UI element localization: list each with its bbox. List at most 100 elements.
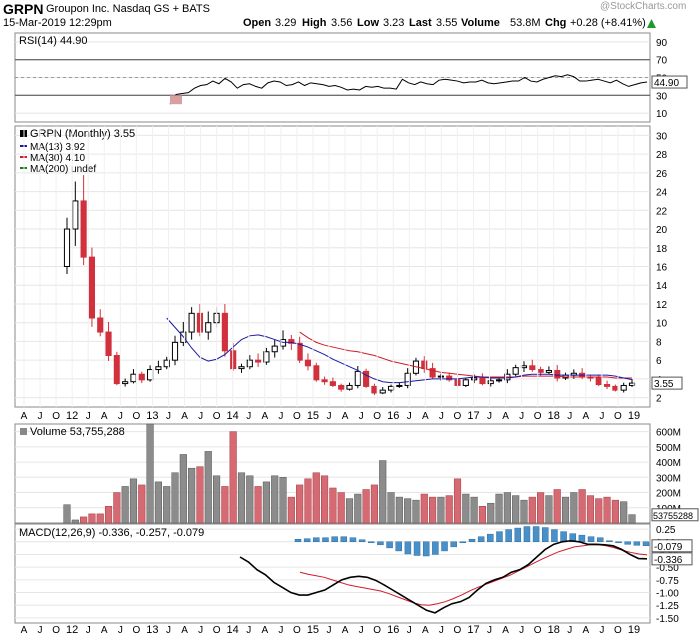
- volume-bar: [370, 484, 378, 524]
- price-tick-label: 8: [656, 337, 662, 348]
- price-candle: [63, 228, 71, 268]
- macd-hist-last-label: -0.079: [654, 542, 683, 553]
- price-candle: [313, 365, 320, 381]
- volume-bar: [487, 502, 495, 524]
- macd-histogram-bar: [542, 527, 549, 543]
- macd-x-label: A: [502, 625, 509, 636]
- price-x-label: J: [278, 411, 283, 422]
- price-candle: [379, 389, 386, 394]
- price-candle: [122, 381, 129, 385]
- price-tick-label: 30: [656, 131, 668, 142]
- volume-bar: [345, 498, 354, 524]
- price-tick-label: 16: [656, 263, 668, 274]
- price-tick-label: 28: [656, 150, 668, 161]
- macd-x-label: J: [246, 625, 251, 636]
- macd-hist-last-box: [651, 539, 693, 553]
- macd-x-label: J: [327, 625, 332, 636]
- price-x-label: J: [359, 411, 364, 422]
- price-x-label: A: [422, 411, 429, 422]
- macd-title: MACD(12,26,9) -0.336, -0.257, -0.079: [19, 527, 204, 539]
- rsi-tick-label: 10: [656, 109, 668, 120]
- macd-x-label: 13: [146, 624, 158, 636]
- volume-bar: [395, 496, 403, 524]
- price-tick-label: 22: [656, 206, 668, 217]
- price-candle: [205, 322, 212, 333]
- macd-histogram-bar: [551, 529, 558, 543]
- macd-histogram-bar: [404, 541, 412, 555]
- macd-x-label: 18: [548, 624, 560, 636]
- volume-bar: [545, 495, 553, 524]
- price-candle: [196, 312, 204, 333]
- macd-histogram-bar: [432, 541, 439, 555]
- price-x-label: J: [407, 411, 412, 422]
- volume-bar: [171, 472, 179, 524]
- macd-x-label: J: [198, 625, 203, 636]
- macd-histogram-bar: [477, 536, 485, 543]
- macd-histogram-bar: [450, 541, 457, 548]
- volume-bar: [262, 481, 270, 524]
- price-x-label: J: [246, 411, 251, 422]
- price-x-label: O: [534, 411, 542, 422]
- macd-x-label: O: [52, 625, 60, 636]
- macd-x-label: J: [166, 625, 171, 636]
- price-candle: [97, 317, 104, 333]
- price-x-label: O: [213, 411, 221, 422]
- volume-bar: [104, 505, 113, 524]
- macd-histogram-bar: [532, 526, 540, 543]
- volume-bar: [537, 492, 545, 524]
- price-x-label: A: [101, 411, 108, 422]
- price-x-label: J: [439, 411, 444, 422]
- price-x-label: 15: [307, 410, 319, 422]
- volume-bar: [221, 486, 229, 524]
- price-x-label: A: [342, 411, 349, 422]
- price-candle: [304, 359, 312, 367]
- macd-x-label: 16: [387, 624, 399, 636]
- price-last-label: 3.55: [654, 379, 674, 390]
- volume-bar: [503, 492, 511, 524]
- rsi-last-label-box: [651, 75, 688, 89]
- rsi-tick-label: 90: [656, 38, 668, 49]
- volume-tick-label: 300M: [656, 473, 681, 484]
- macd-x-label: A: [21, 625, 28, 636]
- price-tick-label: 24: [656, 188, 668, 199]
- volume-bar: [163, 486, 171, 524]
- volume-bar: [420, 493, 428, 524]
- price-x-label: J: [487, 411, 492, 422]
- price-candle: [354, 370, 361, 386]
- price-x-label: A: [261, 411, 268, 422]
- macd-histogram-bar: [294, 538, 302, 543]
- legend-entry: MA(13) 3.92: [30, 142, 85, 153]
- chg-label: Chg: [545, 17, 567, 29]
- price-tick-label: 26: [656, 169, 668, 180]
- legend-entry: MA(30) 4.10: [30, 153, 85, 164]
- volume-bar: [354, 493, 362, 524]
- volume-bar: [387, 492, 395, 524]
- volume-bar: [553, 489, 561, 524]
- macd-histogram-bar: [459, 541, 467, 544]
- volume-last-label: 53755288: [653, 511, 693, 521]
- volume-tick-label: 600M: [656, 428, 681, 439]
- volume-bar: [470, 496, 478, 524]
- macd-histogram-bar: [587, 536, 595, 543]
- price-candle: [462, 379, 469, 386]
- price-candle: [346, 384, 353, 390]
- macd-x-label: A: [101, 625, 108, 636]
- macd-x-label: O: [534, 625, 542, 636]
- volume-bar: [304, 478, 312, 524]
- macd-histogram-bar: [331, 536, 338, 543]
- macd-x-label: O: [373, 625, 381, 636]
- macd-histogram-bar: [322, 537, 329, 543]
- rsi-title: RSI(14) 44.90: [19, 35, 87, 47]
- rsi-line: [169, 74, 648, 105]
- price-x-label: J: [599, 411, 604, 422]
- price-candle: [155, 366, 162, 371]
- macd-histogram-bar: [496, 531, 503, 543]
- macd-x-label: O: [454, 625, 462, 636]
- price-candle: [595, 377, 602, 386]
- high-value: 3.56: [331, 17, 353, 29]
- price-candle: [396, 384, 403, 387]
- macd-x-label: J: [278, 625, 283, 636]
- price-candle: [147, 369, 154, 381]
- macd-histogram-bar: [422, 541, 430, 557]
- volume-bar: [445, 495, 453, 524]
